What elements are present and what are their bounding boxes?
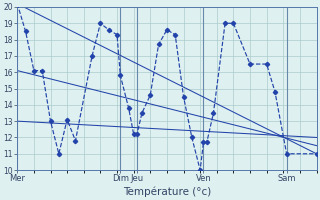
X-axis label: Température (°c): Température (°c) (123, 186, 211, 197)
